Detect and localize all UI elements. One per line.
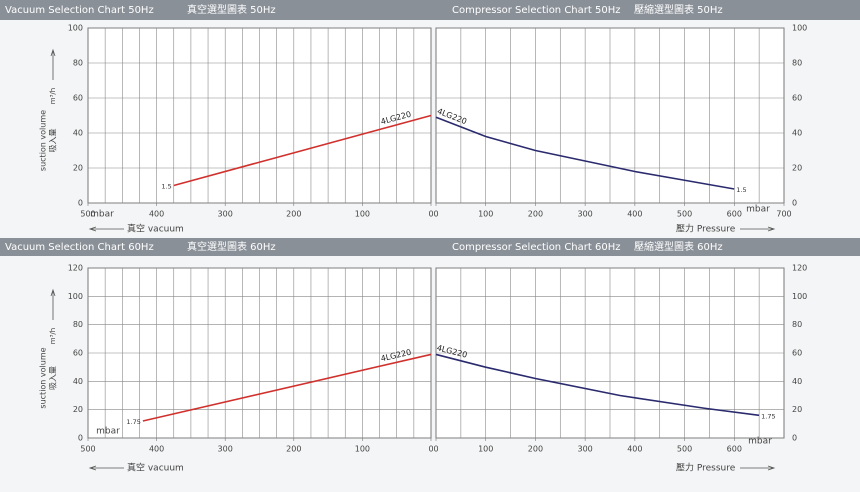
annotation: 1.75 <box>761 412 775 420</box>
y-tick-label: 0 <box>792 434 797 443</box>
x-tick-label: 400 <box>149 210 164 219</box>
y-tick-label: 80 <box>73 320 83 329</box>
chart-subtitle: 壓縮選型圖表 50Hz <box>634 3 723 16</box>
data-line <box>435 116 735 190</box>
data-line <box>173 114 432 187</box>
x-tick-label: 400 <box>149 445 164 454</box>
y-tick-label: 120 <box>792 264 807 273</box>
chart-subtitle: 真空選型圖表 60Hz <box>187 240 276 253</box>
y-tick-label: 100 <box>68 24 83 33</box>
x-tick-label: 300 <box>578 445 593 454</box>
y-tick-label: 40 <box>73 129 83 138</box>
x-tick-label: 300 <box>218 210 233 219</box>
y-tick-label: 100 <box>792 292 807 301</box>
x-tick-label: 100 <box>478 210 493 219</box>
y-tick-label: 60 <box>73 94 83 103</box>
chart-title: Compressor Selection Chart 50Hz <box>452 5 620 16</box>
y-unit: m³/h <box>49 328 57 344</box>
chart-title: Compressor Selection Chart 60Hz <box>452 242 620 253</box>
y-label: suction volume <box>39 347 48 408</box>
y-label: 吸入量 <box>49 366 58 390</box>
y-tick-label: 40 <box>792 129 802 138</box>
arrow <box>50 48 56 80</box>
x-unit: mbar <box>96 427 120 437</box>
arrow <box>740 226 776 232</box>
y-tick-label: 60 <box>73 349 83 358</box>
x-tick-label: 500 <box>80 210 95 219</box>
arrow <box>88 465 124 471</box>
chart-subtitle: 真空選型圖表 50Hz <box>187 3 276 16</box>
y-tick-label: 20 <box>73 405 83 414</box>
x-tick-label: 500 <box>80 445 95 454</box>
chart-title: Vacuum Selection Chart 50Hz <box>5 5 154 16</box>
annotation: 1.5 <box>736 186 746 194</box>
chart-title: Vacuum Selection Chart 60Hz <box>5 242 154 253</box>
y-tick-label: 120 <box>68 264 83 273</box>
x-tick-label: 200 <box>528 210 543 219</box>
header-band <box>0 0 860 20</box>
y-tick-label: 20 <box>792 164 802 173</box>
y-tick-label: 60 <box>792 349 802 358</box>
arrow <box>50 288 56 320</box>
x-tick-label: 200 <box>528 445 543 454</box>
data-line <box>142 353 432 422</box>
y-tick-label: 80 <box>792 59 802 68</box>
x-tick-label: 600 <box>727 445 742 454</box>
x-unit: mbar <box>90 210 114 220</box>
x-tick-label: 100 <box>355 210 370 219</box>
y-tick-label: 20 <box>792 405 802 414</box>
x-tick-label: 500 <box>677 210 692 219</box>
x-tick-label: 500 <box>677 445 692 454</box>
x-tick-label: 400 <box>627 445 642 454</box>
data-line <box>435 353 760 417</box>
x-tick-label: 0 <box>433 210 438 219</box>
x-tick-label: 300 <box>218 445 233 454</box>
x-tick-label: 700 <box>776 210 791 219</box>
x-label: 真空 vacuum <box>127 462 184 474</box>
y-label: 吸入量 <box>49 129 58 153</box>
y-label: suction volume <box>39 110 48 171</box>
y-tick-label: 80 <box>792 320 802 329</box>
annotation: 1.5 <box>161 183 171 191</box>
x-tick-label: 200 <box>286 445 301 454</box>
x-tick-label: 100 <box>478 445 493 454</box>
x-tick-label: 0 <box>428 210 433 219</box>
x-tick-label: 400 <box>627 210 642 219</box>
y-tick-label: 100 <box>68 292 83 301</box>
arrow <box>88 226 124 232</box>
y-tick-label: 0 <box>78 199 83 208</box>
y-tick-label: 80 <box>73 59 83 68</box>
y-tick-label: 20 <box>73 164 83 173</box>
x-tick-label: 100 <box>355 445 370 454</box>
y-unit: m³/h <box>49 88 57 104</box>
arrow <box>740 465 776 471</box>
chart-subtitle: 壓縮選型圖表 60Hz <box>634 240 723 253</box>
y-tick-label: 60 <box>792 94 802 103</box>
y-tick-label: 40 <box>792 377 802 386</box>
y-tick-label: 0 <box>792 199 797 208</box>
header-band <box>0 238 860 256</box>
y-tick-label: 100 <box>792 24 807 33</box>
annotation: 1.75 <box>126 418 140 426</box>
x-label: 壓力 Pressure <box>676 223 736 235</box>
x-label: 真空 vacuum <box>127 223 184 235</box>
x-unit: mbar <box>748 437 772 447</box>
y-tick-label: 0 <box>78 434 83 443</box>
x-unit: mbar <box>746 205 770 215</box>
x-tick-label: 0 <box>433 445 438 454</box>
x-tick-label: 200 <box>286 210 301 219</box>
x-tick-label: 0 <box>428 445 433 454</box>
x-tick-label: 300 <box>578 210 593 219</box>
x-tick-label: 600 <box>727 210 742 219</box>
x-label: 壓力 Pressure <box>676 462 736 474</box>
y-tick-label: 40 <box>73 377 83 386</box>
